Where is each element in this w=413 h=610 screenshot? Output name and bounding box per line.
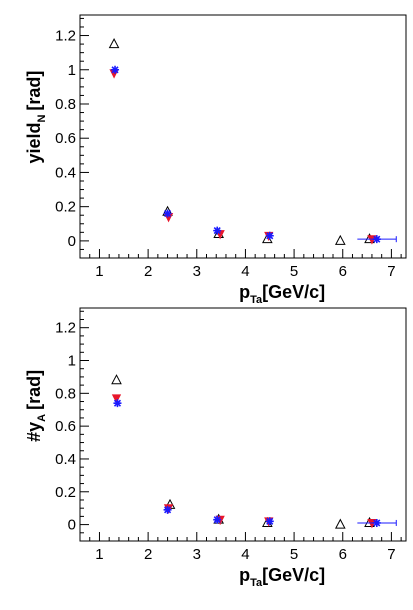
panel1-y-axis-title-rest: [rad] bbox=[24, 71, 44, 111]
panel1-y-tick-label: 0.6 bbox=[55, 130, 76, 147]
panel1-x-tick-label: 6 bbox=[339, 263, 347, 280]
panel1-point-blue-star bbox=[163, 209, 172, 218]
panel1-y-axis-title-sub: N bbox=[36, 115, 48, 123]
panel2-y-tick-label: 0.2 bbox=[55, 484, 76, 501]
panel2-x-axis-title-main: p bbox=[239, 565, 250, 585]
panel1-point-open-triangle bbox=[108, 38, 120, 49]
panel2-x-tick-label: 6 bbox=[339, 546, 347, 563]
panel2-x-axis-title: pTa[GeV/c] bbox=[239, 565, 325, 589]
panel2-x-tick-label: 4 bbox=[241, 546, 249, 563]
panel1-x-axis-title: pTa[GeV/c] bbox=[239, 282, 325, 306]
panel1-x-axis-title-sub: Ta bbox=[250, 294, 263, 306]
panel2-x-tick-label: 7 bbox=[387, 546, 395, 563]
panel2-x-tick-label: 3 bbox=[193, 546, 201, 563]
panel1-chart: 1 2 3 4 5 6 7 0 0.2 0.4 0.6 0.8 1 1.2 pTa[GeV/c] yieldN… bbox=[24, 14, 407, 306]
panel2-point-red-triangle bbox=[111, 394, 122, 404]
panel2-chart: 1 2 3 4 5 6 7 0 0.2 0.4 0.6 0.8 1 1.2 pTa[GeV/c] #yA [ra… bbox=[24, 307, 407, 589]
panel2-y-tick-label: 0.6 bbox=[55, 418, 76, 435]
panel1-x-tick-label: 3 bbox=[193, 263, 201, 280]
panel2-y-tick-label: 0 bbox=[68, 517, 76, 534]
panel1-y-axis-title-main: yield bbox=[24, 123, 44, 164]
panel2-point-blue-star bbox=[113, 399, 122, 408]
panel2-y-tick-label: 1.2 bbox=[55, 320, 76, 337]
panel1-plot-frame bbox=[79, 14, 407, 259]
panel2-y-axis-title: #yA [rad] bbox=[24, 370, 48, 442]
panel1-point-blue-star bbox=[111, 65, 120, 74]
panel1-point-blue-star bbox=[265, 231, 274, 240]
panel1-x-tick-label: 1 bbox=[95, 263, 103, 280]
panel2-plot-frame bbox=[79, 307, 407, 542]
panel2-point-blue-star bbox=[213, 515, 222, 524]
panel1-y-axis-title: yieldN [rad] bbox=[24, 71, 48, 164]
panel1-x-axis-title-main: p bbox=[239, 282, 250, 302]
panel2-y-tick-label: 0.4 bbox=[55, 451, 76, 468]
panel1-y-tick-label: 1 bbox=[68, 62, 76, 79]
panel1-y-tick-label: 0.4 bbox=[55, 164, 76, 181]
panel2-point-open-triangle bbox=[111, 374, 122, 385]
panel2-y-tick-label: 0.8 bbox=[55, 385, 76, 402]
panel1-y-tick-label: 0.2 bbox=[55, 199, 76, 216]
panel1-point-open-triangle bbox=[334, 234, 346, 245]
panel2-point-blue-star bbox=[163, 505, 172, 514]
panel2-y-tick-label: 1 bbox=[68, 353, 76, 370]
panel1-x-axis-title-rest: [GeV/c] bbox=[262, 282, 325, 302]
panel1-x-tick-label: 4 bbox=[241, 263, 249, 280]
panel1-x-tick-label: 2 bbox=[144, 263, 152, 280]
panel2-y-axis-title-rest: [rad] bbox=[24, 370, 44, 410]
panel2-x-tick-label: 1 bbox=[95, 546, 103, 563]
panel2-x-axis-title-rest: [GeV/c] bbox=[262, 565, 325, 585]
panel2-y-axis-title-sub: A bbox=[36, 414, 48, 422]
panel1-x-tick-label: 5 bbox=[290, 263, 298, 280]
panel1-y-tick-label: 0 bbox=[68, 233, 76, 250]
panel2-x-axis-title-sub: Ta bbox=[250, 577, 263, 589]
panel1-point-blue-star bbox=[213, 226, 222, 235]
panel1-y-tick-label: 0.8 bbox=[55, 96, 76, 113]
panel1-x-tick-label: 7 bbox=[387, 263, 395, 280]
panel2-point-open-triangle bbox=[334, 518, 346, 529]
panel1-y-tick-label: 1.2 bbox=[55, 28, 76, 45]
panel2-point-blue-star bbox=[265, 517, 274, 526]
panel2-x-tick-label: 2 bbox=[144, 546, 152, 563]
panel2-x-tick-label: 5 bbox=[290, 546, 298, 563]
panel2-y-axis-title-main: #y bbox=[24, 422, 44, 442]
